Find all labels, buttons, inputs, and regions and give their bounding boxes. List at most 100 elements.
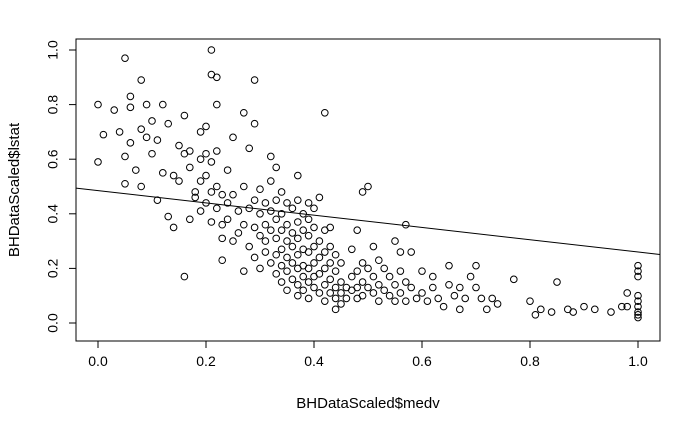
data-point bbox=[310, 223, 318, 232]
data-point bbox=[250, 76, 259, 84]
data-point bbox=[283, 253, 291, 262]
data-point bbox=[213, 182, 221, 191]
data-point bbox=[402, 220, 410, 229]
data-point bbox=[402, 278, 410, 286]
data-point bbox=[337, 289, 345, 297]
data-point bbox=[326, 289, 335, 297]
data-point bbox=[472, 283, 480, 292]
data-point bbox=[272, 163, 281, 172]
data-point bbox=[391, 297, 399, 305]
data-point bbox=[380, 286, 389, 295]
data-point bbox=[267, 207, 275, 215]
regression-line bbox=[75, 187, 661, 256]
data-point bbox=[186, 147, 194, 155]
data-point bbox=[283, 220, 291, 229]
data-point bbox=[256, 185, 264, 194]
data-point bbox=[294, 234, 302, 243]
data-point bbox=[461, 294, 470, 303]
data-point bbox=[310, 204, 318, 213]
data-point bbox=[126, 103, 135, 112]
data-point bbox=[272, 215, 281, 224]
data-point bbox=[294, 218, 302, 226]
data-point bbox=[623, 302, 632, 311]
data-point bbox=[634, 297, 642, 305]
data-point bbox=[553, 278, 561, 286]
data-point bbox=[304, 264, 313, 273]
data-point bbox=[321, 108, 329, 117]
data-point bbox=[175, 177, 183, 185]
data-point bbox=[331, 305, 340, 314]
data-point bbox=[115, 128, 124, 136]
data-point bbox=[213, 100, 221, 109]
data-point bbox=[418, 267, 426, 275]
data-point bbox=[531, 311, 540, 319]
data-point bbox=[429, 272, 437, 281]
data-point bbox=[321, 264, 329, 273]
data-point bbox=[126, 92, 135, 101]
data-point bbox=[272, 270, 281, 278]
data-point bbox=[223, 199, 232, 207]
data-point bbox=[207, 218, 216, 226]
x-axis: 0.0 0.2 0.4 0.6 0.8 1.0 bbox=[88, 340, 648, 369]
data-point bbox=[218, 190, 226, 199]
data-point bbox=[132, 166, 140, 174]
data-point bbox=[213, 147, 221, 155]
data-point bbox=[159, 169, 167, 177]
data-point bbox=[272, 234, 281, 243]
data-point bbox=[634, 267, 642, 275]
x-tick-label: 0.4 bbox=[304, 353, 324, 369]
data-point bbox=[229, 190, 237, 199]
data-point bbox=[142, 100, 151, 109]
data-point bbox=[169, 171, 178, 180]
data-point bbox=[358, 188, 367, 196]
data-point bbox=[218, 234, 226, 243]
data-point bbox=[477, 294, 486, 303]
x-tick-label: 0.2 bbox=[196, 353, 216, 369]
data-point bbox=[321, 280, 329, 289]
data-point bbox=[304, 215, 313, 224]
data-point bbox=[202, 171, 210, 180]
data-point bbox=[288, 259, 297, 267]
data-point bbox=[321, 248, 329, 256]
data-point bbox=[634, 261, 642, 270]
data-point bbox=[213, 73, 221, 82]
data-point bbox=[326, 259, 335, 267]
data-point bbox=[164, 212, 172, 221]
data-point bbox=[202, 122, 210, 131]
data-point bbox=[380, 264, 389, 273]
data-point bbox=[272, 196, 281, 204]
data-point bbox=[294, 171, 302, 180]
data-point bbox=[526, 297, 534, 305]
data-point bbox=[472, 261, 480, 270]
data-point bbox=[121, 179, 129, 188]
data-point bbox=[396, 248, 405, 256]
y-tick-label: 0.8 bbox=[45, 95, 61, 115]
x-tick-label: 0.6 bbox=[412, 353, 432, 369]
data-point bbox=[261, 237, 270, 245]
data-point bbox=[294, 291, 302, 300]
data-point bbox=[331, 294, 340, 303]
data-point bbox=[288, 204, 297, 213]
data-point bbox=[191, 193, 199, 202]
data-point bbox=[310, 259, 318, 267]
data-point bbox=[331, 250, 340, 259]
data-point bbox=[591, 305, 599, 314]
data-point bbox=[148, 149, 156, 158]
data-point bbox=[326, 242, 335, 251]
data-point bbox=[369, 272, 378, 281]
data-point bbox=[304, 199, 313, 207]
data-point bbox=[434, 294, 443, 303]
data-point bbox=[250, 223, 259, 232]
y-tick-label: 0.2 bbox=[45, 258, 61, 278]
data-point bbox=[196, 207, 205, 215]
data-point bbox=[99, 130, 108, 139]
data-point bbox=[493, 300, 502, 308]
data-point bbox=[618, 302, 626, 311]
data-point bbox=[348, 245, 356, 254]
data-point bbox=[288, 242, 297, 251]
data-point bbox=[191, 188, 199, 196]
data-point bbox=[337, 300, 345, 308]
data-point bbox=[256, 210, 264, 218]
data-point bbox=[634, 308, 642, 316]
data-point bbox=[315, 289, 324, 297]
